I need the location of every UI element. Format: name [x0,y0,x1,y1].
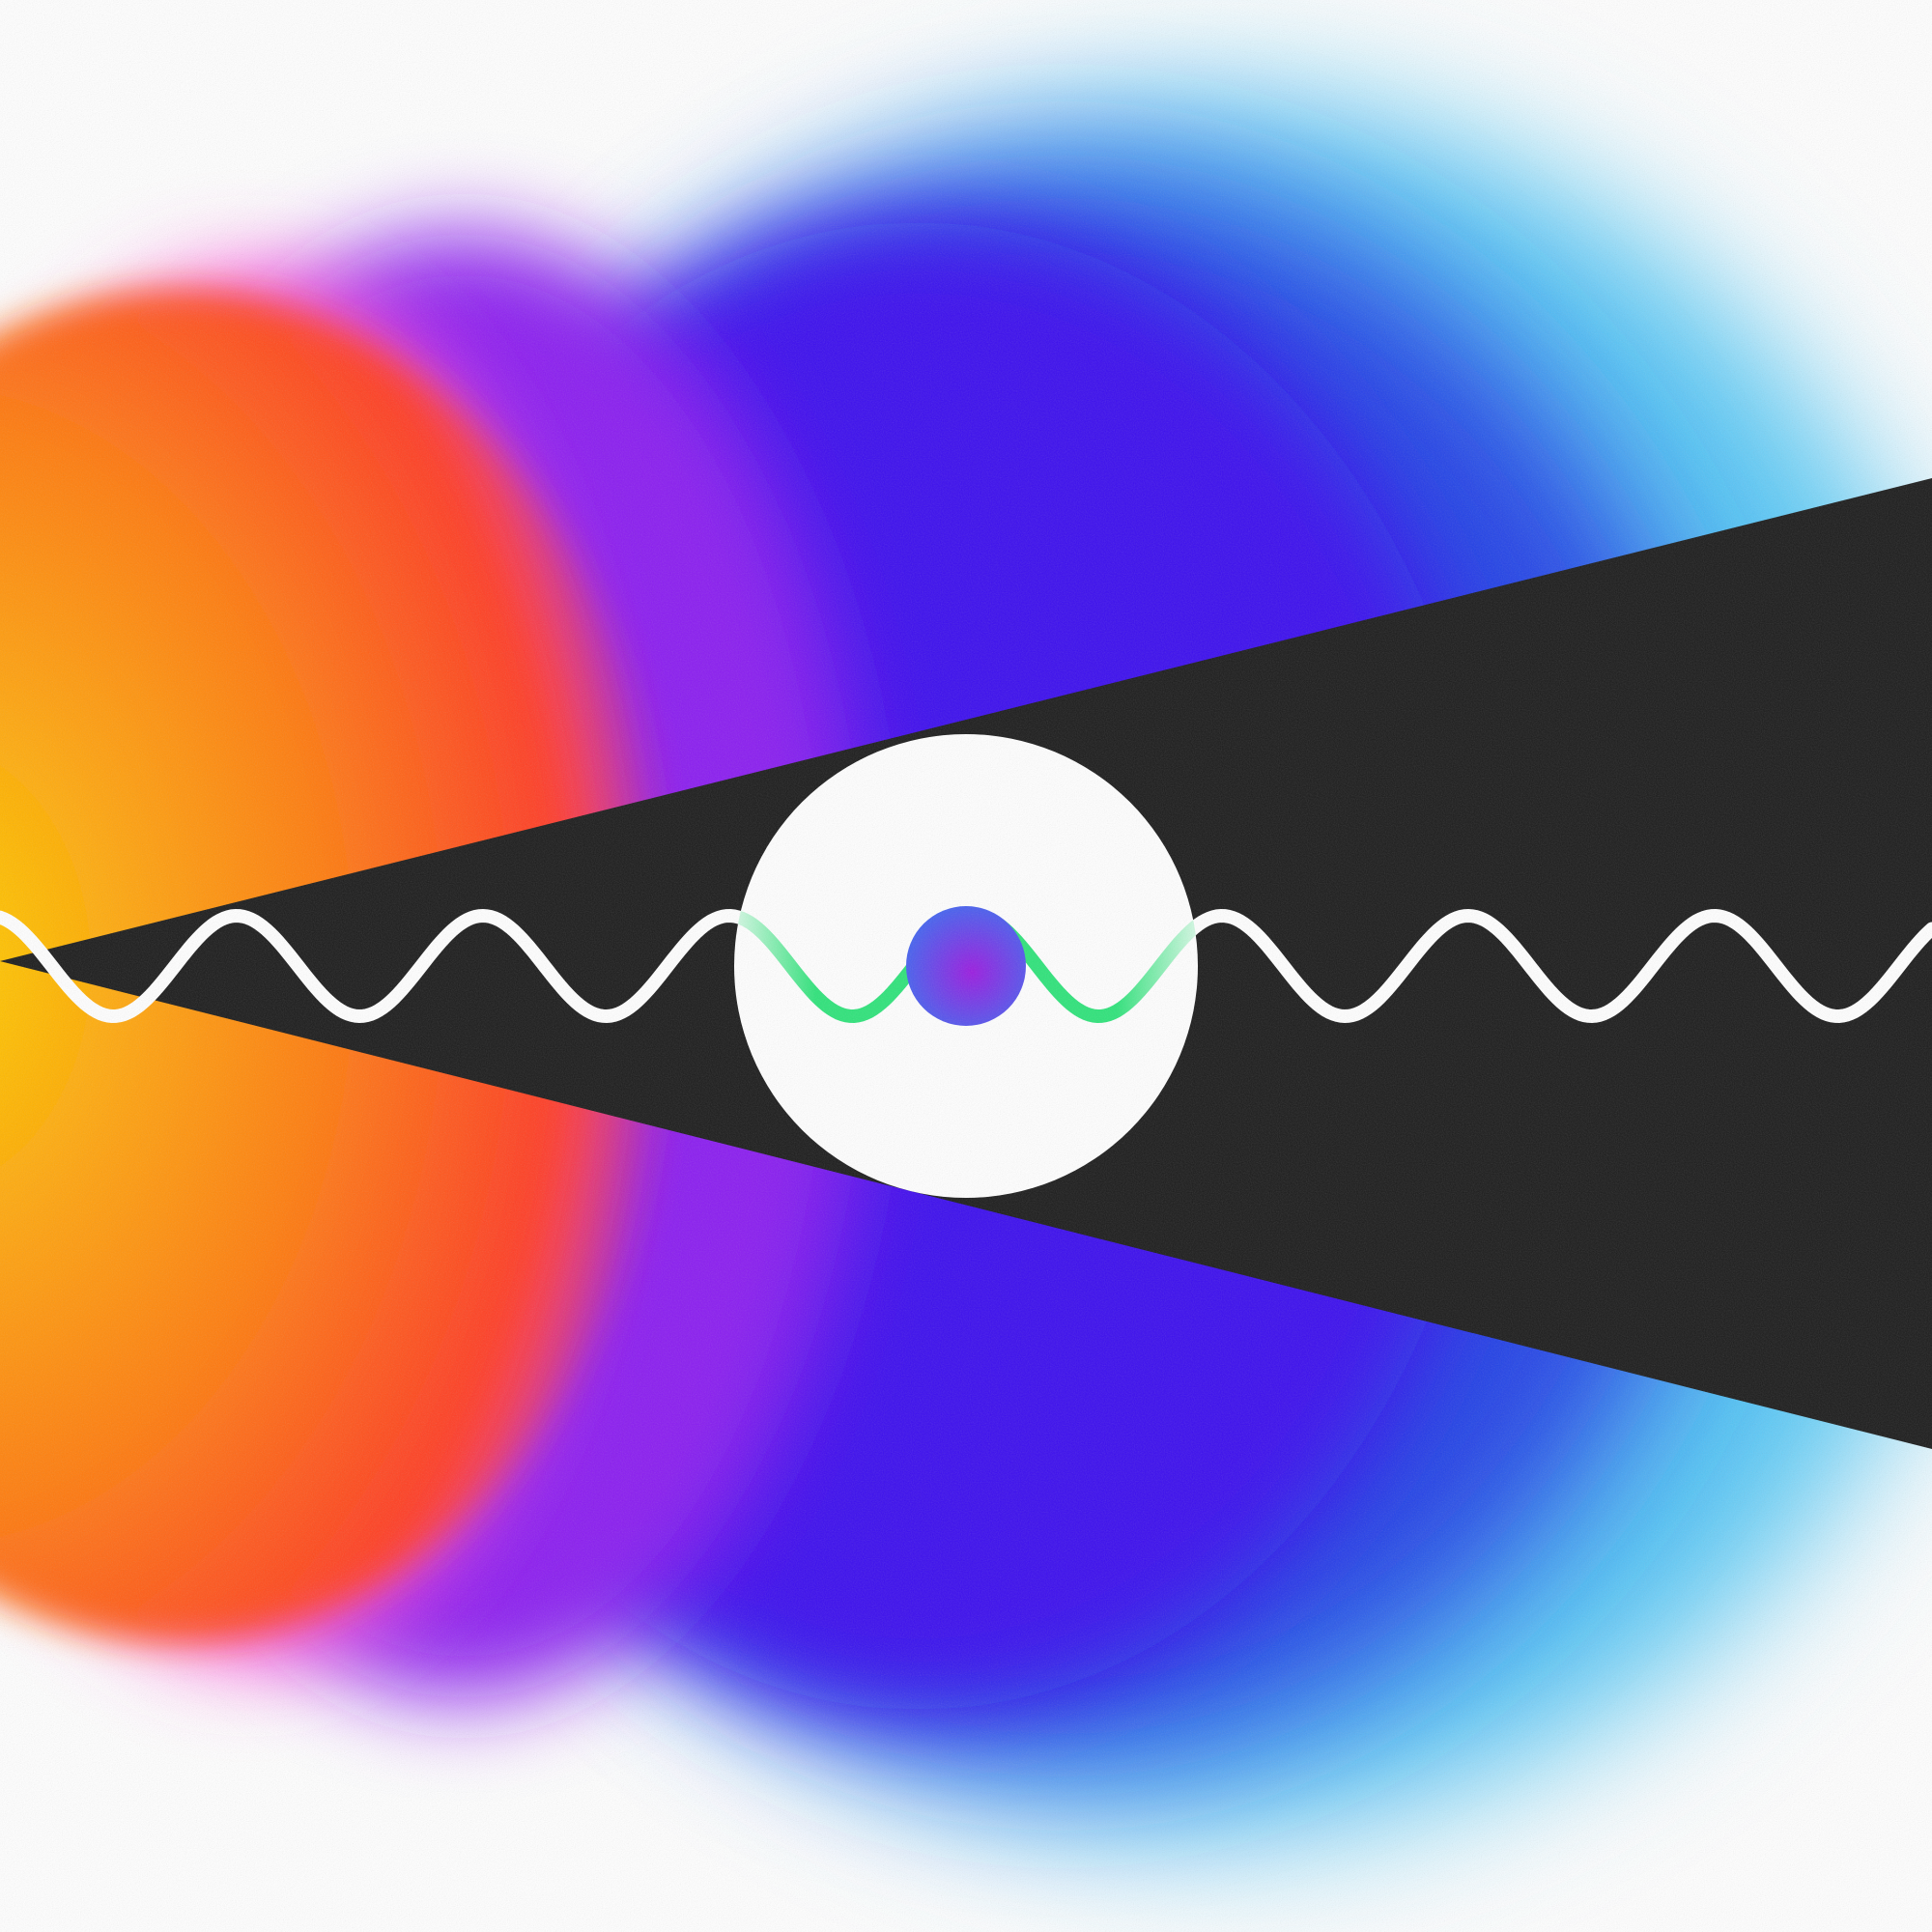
illustration-svg [0,0,1932,1932]
illustration [0,0,1932,1932]
grain-overlay [0,0,1932,1932]
